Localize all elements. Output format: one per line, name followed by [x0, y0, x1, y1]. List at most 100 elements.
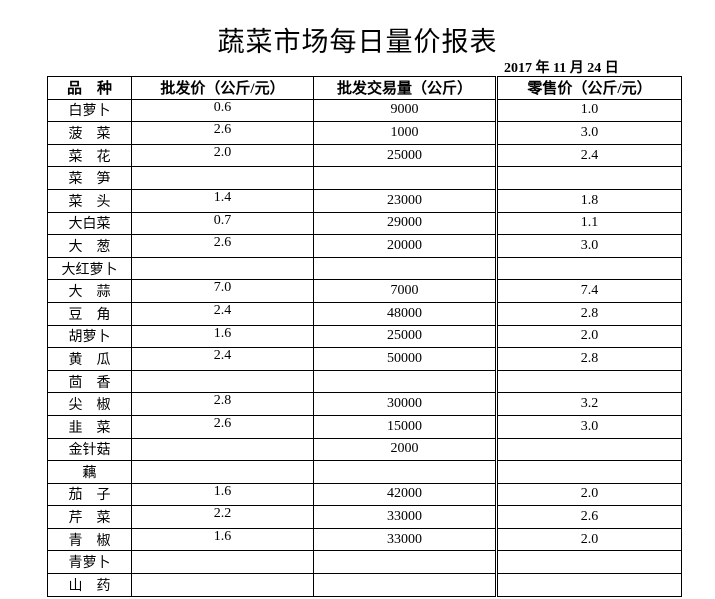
table-row: 大 蒜 7.0 7000 7.4 — [47, 279, 682, 303]
wholesale-price-cell: 1.6 — [131, 324, 314, 349]
table-row: 大 葱 2.6 20000 3.0 — [47, 234, 682, 258]
wholesale-price-cell: 2.6 — [131, 414, 314, 439]
header-wholesale-volume: 批发交易量（公斤） — [313, 76, 497, 100]
table-row: 菠 菜 2.6 1000 3.0 — [47, 121, 682, 145]
wholesale-volume-cell: 30000 — [313, 392, 497, 416]
table-row: 茴 香 — [47, 369, 682, 394]
wholesale-volume-cell: 1000 — [313, 121, 497, 145]
report-date: 2017 年 11 月 24 日 — [504, 61, 619, 76]
variety-cell: 菜 花 — [47, 143, 132, 168]
wholesale-volume-cell: 15000 — [313, 414, 497, 439]
wholesale-price-cell — [131, 166, 314, 190]
variety-cell: 韭 菜 — [47, 414, 132, 439]
table-row: 茄 子 1.6 42000 2.0 — [47, 482, 682, 507]
retail-price-cell: 3.0 — [495, 234, 682, 258]
retail-price-cell: 2.8 — [495, 347, 682, 371]
variety-cell: 青萝卜 — [47, 550, 132, 575]
table-row: 白萝卜 0.6 9000 1.0 — [47, 98, 682, 123]
table-row: 大白菜 0.7 29000 1.1 — [47, 211, 682, 236]
table-row: 黄 瓜 2.4 50000 2.8 — [47, 347, 682, 371]
variety-cell: 胡萝卜 — [47, 324, 132, 349]
wholesale-price-cell: 2.6 — [131, 234, 314, 258]
retail-price-cell: 2.0 — [495, 482, 682, 507]
retail-price-cell: 3.0 — [495, 121, 682, 145]
retail-price-cell: 2.6 — [495, 505, 682, 529]
variety-cell: 大白菜 — [47, 211, 132, 236]
price-table: 品 种 批发价（公斤/元） 批发交易量（公斤） 零售价（公斤/元） 白萝卜 0.6… — [47, 76, 682, 597]
header-wholesale-price: 批发价（公斤/元） — [131, 76, 314, 100]
wholesale-price-cell: 1.6 — [131, 527, 314, 552]
table-row: 菜 头 1.4 23000 1.8 — [47, 188, 682, 213]
wholesale-volume-cell — [313, 369, 497, 394]
variety-cell: 菜 笋 — [47, 166, 132, 190]
wholesale-volume-cell: 20000 — [313, 234, 497, 258]
table-row: 青萝卜 — [47, 550, 682, 575]
wholesale-price-cell — [131, 437, 314, 462]
table-row: 金针菇 2000 — [47, 437, 682, 462]
wholesale-volume-cell: 9000 — [313, 98, 497, 123]
wholesale-price-cell — [131, 256, 314, 281]
retail-price-cell — [495, 460, 682, 484]
wholesale-volume-cell: 29000 — [313, 211, 497, 236]
variety-cell: 黄 瓜 — [47, 347, 132, 371]
wholesale-price-cell: 0.6 — [131, 98, 314, 123]
wholesale-price-cell: 2.4 — [131, 301, 314, 326]
wholesale-price-cell — [131, 573, 314, 597]
wholesale-volume-cell — [313, 166, 497, 190]
wholesale-price-cell: 1.6 — [131, 482, 314, 507]
retail-price-cell: 7.4 — [495, 279, 682, 303]
wholesale-volume-cell: 33000 — [313, 505, 497, 529]
wholesale-price-cell: 7.0 — [131, 279, 314, 303]
wholesale-price-cell: 0.7 — [131, 211, 314, 236]
retail-price-cell — [495, 550, 682, 575]
variety-cell: 山 药 — [47, 573, 132, 597]
retail-price-cell — [495, 369, 682, 394]
retail-price-cell — [495, 573, 682, 597]
header-variety: 品 种 — [47, 76, 132, 100]
variety-cell: 茄 子 — [47, 482, 132, 507]
retail-price-cell — [495, 437, 682, 462]
variety-cell: 大红萝卜 — [47, 256, 132, 281]
wholesale-volume-cell: 2000 — [313, 437, 497, 462]
wholesale-volume-cell — [313, 550, 497, 575]
wholesale-price-cell: 2.0 — [131, 143, 314, 168]
table-row: 韭 菜 2.6 15000 3.0 — [47, 414, 682, 439]
variety-cell: 青 椒 — [47, 527, 132, 552]
wholesale-volume-cell: 42000 — [313, 482, 497, 507]
wholesale-volume-cell — [313, 573, 497, 597]
wholesale-price-cell — [131, 550, 314, 575]
table-row: 尖 椒 2.8 30000 3.2 — [47, 392, 682, 416]
retail-price-cell — [495, 166, 682, 190]
retail-price-cell: 1.0 — [495, 98, 682, 123]
page-title: 蔬菜市场每日量价报表 — [217, 27, 498, 58]
table-row: 菜 花 2.0 25000 2.4 — [47, 143, 682, 168]
retail-price-cell: 2.8 — [495, 301, 682, 326]
retail-price-cell: 2.0 — [495, 527, 682, 552]
table-row: 山 药 — [47, 573, 682, 597]
variety-cell: 金针菇 — [47, 437, 132, 462]
variety-cell: 芹 菜 — [47, 505, 132, 529]
variety-cell: 菠 菜 — [47, 121, 132, 145]
variety-cell: 尖 椒 — [47, 392, 132, 416]
variety-cell: 菜 头 — [47, 188, 132, 213]
table-row: 大红萝卜 — [47, 256, 682, 281]
retail-price-cell: 3.0 — [495, 414, 682, 439]
wholesale-volume-cell — [313, 256, 497, 281]
wholesale-price-cell: 2.2 — [131, 505, 314, 529]
wholesale-price-cell: 2.8 — [131, 392, 314, 416]
wholesale-volume-cell: 23000 — [313, 188, 497, 213]
variety-cell: 大 蒜 — [47, 279, 132, 303]
variety-cell: 白萝卜 — [47, 98, 132, 123]
retail-price-cell: 3.2 — [495, 392, 682, 416]
variety-cell: 豆 角 — [47, 301, 132, 326]
retail-price-cell: 1.8 — [495, 188, 682, 213]
variety-cell: 大 葱 — [47, 234, 132, 258]
variety-cell: 茴 香 — [47, 369, 132, 394]
wholesale-volume-cell: 33000 — [313, 527, 497, 552]
retail-price-cell: 2.4 — [495, 143, 682, 168]
wholesale-volume-cell: 7000 — [313, 279, 497, 303]
wholesale-price-cell: 2.6 — [131, 121, 314, 145]
table-row: 胡萝卜 1.6 25000 2.0 — [47, 324, 682, 349]
wholesale-volume-cell: 25000 — [313, 143, 497, 168]
wholesale-price-cell — [131, 460, 314, 484]
